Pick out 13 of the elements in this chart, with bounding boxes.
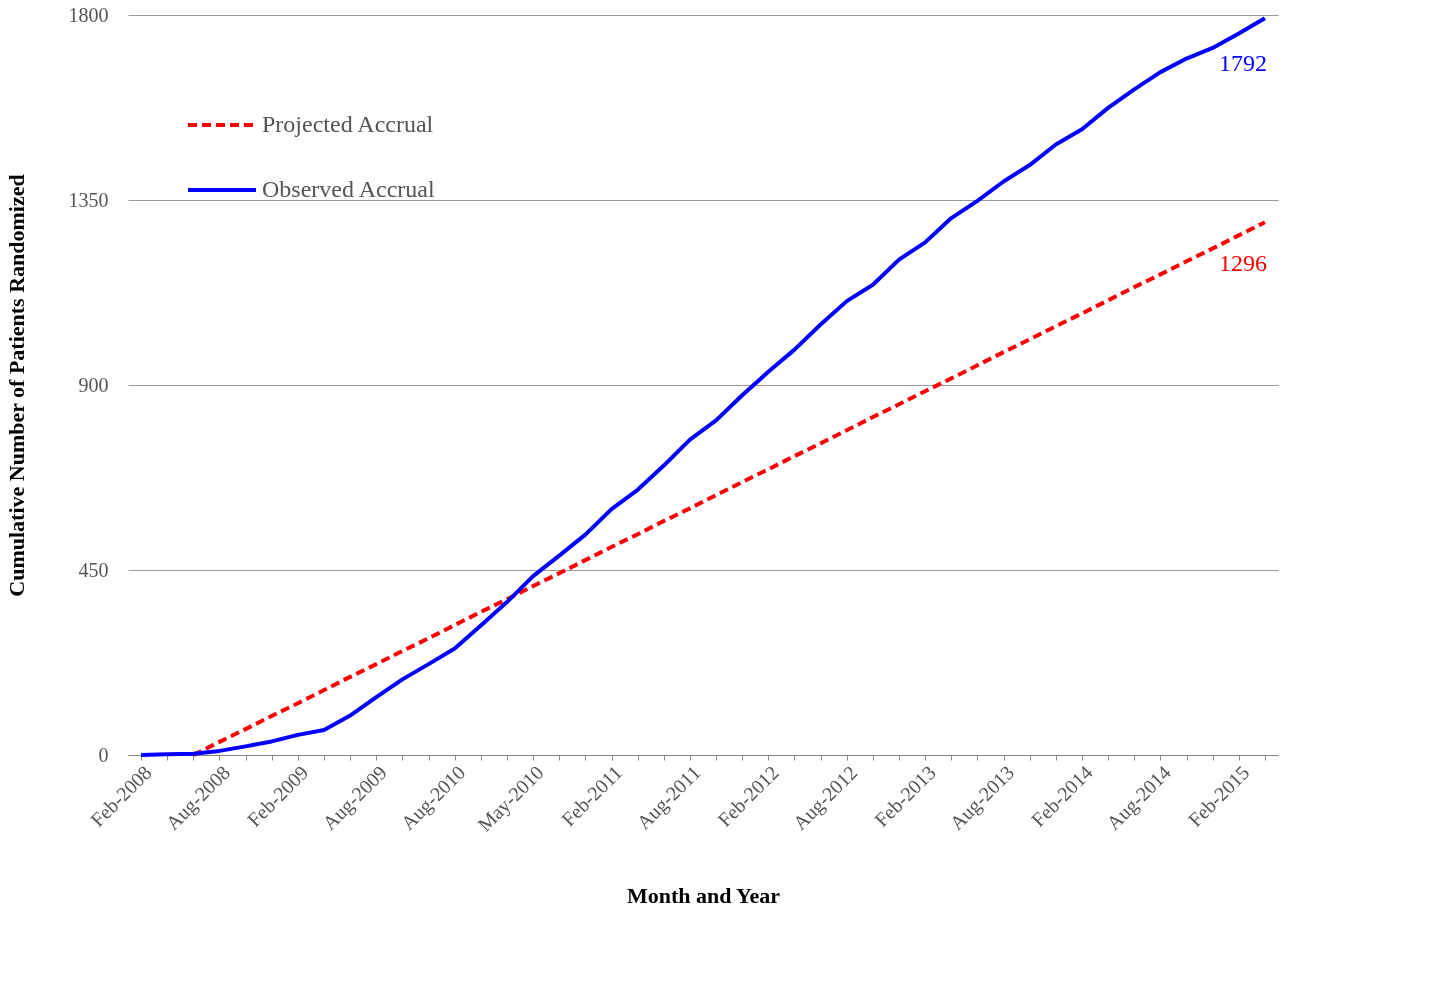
data-label: 1296 <box>1218 250 1267 277</box>
line-series <box>139 16 1267 757</box>
y-axis-title: Cumulative Number of Patients Randomized <box>3 174 29 597</box>
y-tick-label: 450 <box>78 558 109 581</box>
y-tick-label: 1350 <box>68 188 109 211</box>
legend-label: Projected Accrual <box>262 111 434 137</box>
legend-label: Observed Accrual <box>262 176 435 202</box>
x-axis-title: Month and Year <box>626 882 781 908</box>
line-series <box>191 220 1267 757</box>
y-tick-label: 0 <box>98 743 109 766</box>
data-label: 1792 <box>1218 50 1267 77</box>
y-tick-label: 900 <box>78 373 109 396</box>
y-tick-label: 1800 <box>68 3 109 26</box>
